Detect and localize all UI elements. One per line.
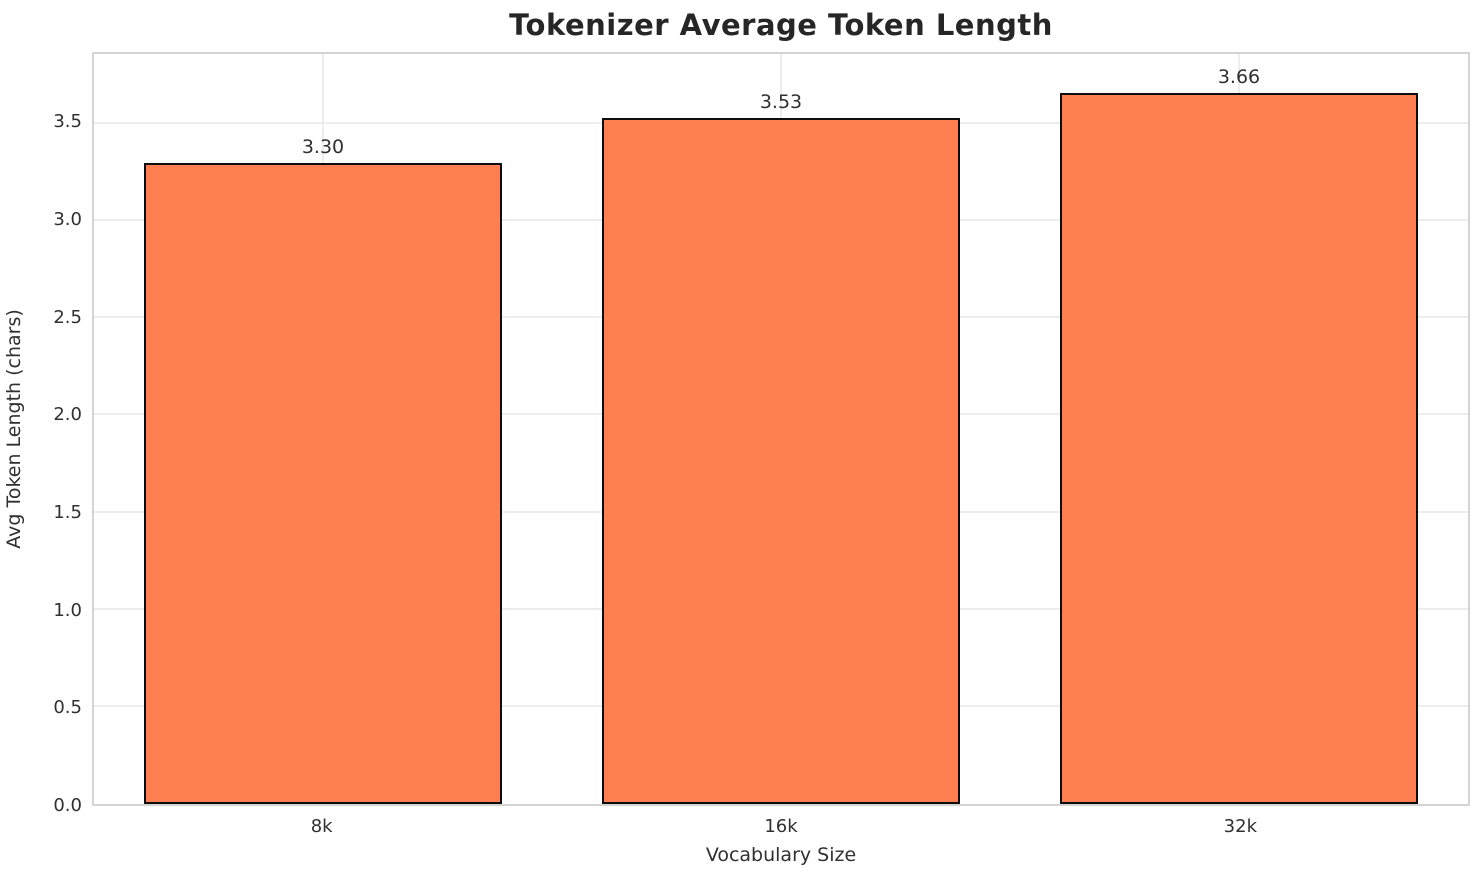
bar-value-label: 3.66 <box>1217 65 1261 88</box>
y-tick-label: 0.0 <box>53 795 82 816</box>
y-tick-label: 2.5 <box>53 306 82 328</box>
plot-area: 3.30 3.53 3.66 <box>92 52 1470 806</box>
x-axis-label: Vocabulary Size <box>705 844 857 866</box>
y-tick-label: 3.0 <box>53 209 82 230</box>
chart-title: Tokenizer Average Token Length <box>509 8 1053 42</box>
y-tick-label: 3.5 <box>53 111 82 133</box>
x-tick-label-8k: 8k <box>310 816 333 837</box>
x-axis-tick-area: 8k 16k 32k <box>92 810 1470 840</box>
y-tick-label: 1.0 <box>53 599 82 621</box>
y-axis-label: Avg Token Length (chars) <box>3 309 25 549</box>
y-tick-label: 2.0 <box>53 404 82 426</box>
x-tick-label-32k: 32k <box>1223 816 1257 837</box>
bar-value-label: 3.53 <box>759 91 803 114</box>
y-axis-tick-area: 0.0 0.5 1.0 1.5 2.0 2.5 3.0 3.5 <box>0 52 82 815</box>
bar-8k: 3.30 <box>144 136 502 804</box>
y-tick-label: 0.5 <box>53 697 82 719</box>
bar-16k: 3.53 <box>602 91 960 804</box>
bar-32k: 3.66 <box>1060 66 1418 804</box>
bar-value-label: 3.30 <box>301 135 345 158</box>
x-tick-label-16k: 16k <box>764 816 798 837</box>
y-tick-label: 1.5 <box>53 502 82 523</box>
